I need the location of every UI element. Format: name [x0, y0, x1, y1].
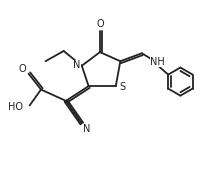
Text: O: O	[18, 64, 26, 74]
Text: HO: HO	[8, 102, 23, 112]
Text: NH: NH	[150, 57, 164, 67]
Text: N: N	[73, 60, 80, 70]
Text: N: N	[83, 124, 90, 134]
Text: S: S	[119, 82, 125, 92]
Text: O: O	[96, 19, 104, 29]
